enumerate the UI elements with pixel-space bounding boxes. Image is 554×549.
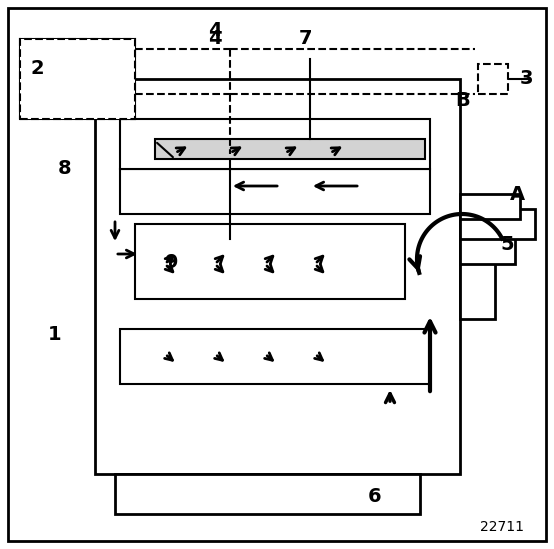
Text: 1: 1 xyxy=(48,324,61,344)
Text: 6: 6 xyxy=(368,488,382,507)
Bar xyxy=(95,79,460,474)
Bar xyxy=(20,39,135,119)
Text: 2: 2 xyxy=(30,59,44,79)
Text: 3: 3 xyxy=(520,70,534,88)
Text: 4: 4 xyxy=(208,21,222,41)
Bar xyxy=(478,64,508,94)
Bar xyxy=(460,214,515,264)
Bar xyxy=(460,199,495,319)
Bar xyxy=(20,39,135,119)
Bar xyxy=(120,119,430,169)
Bar xyxy=(155,139,425,159)
Bar xyxy=(135,224,405,299)
Bar xyxy=(460,194,520,219)
Text: B: B xyxy=(455,92,470,110)
Text: 7: 7 xyxy=(298,30,312,48)
Bar xyxy=(460,209,535,239)
Text: A: A xyxy=(510,184,525,204)
Bar xyxy=(120,169,430,214)
Text: 8: 8 xyxy=(58,160,71,178)
FancyArrowPatch shape xyxy=(157,143,173,157)
Text: 4: 4 xyxy=(208,30,222,48)
Text: 22711: 22711 xyxy=(480,520,524,534)
Bar xyxy=(120,329,430,384)
Bar xyxy=(115,474,420,514)
Text: 5: 5 xyxy=(500,234,514,254)
Text: 9: 9 xyxy=(165,253,178,272)
